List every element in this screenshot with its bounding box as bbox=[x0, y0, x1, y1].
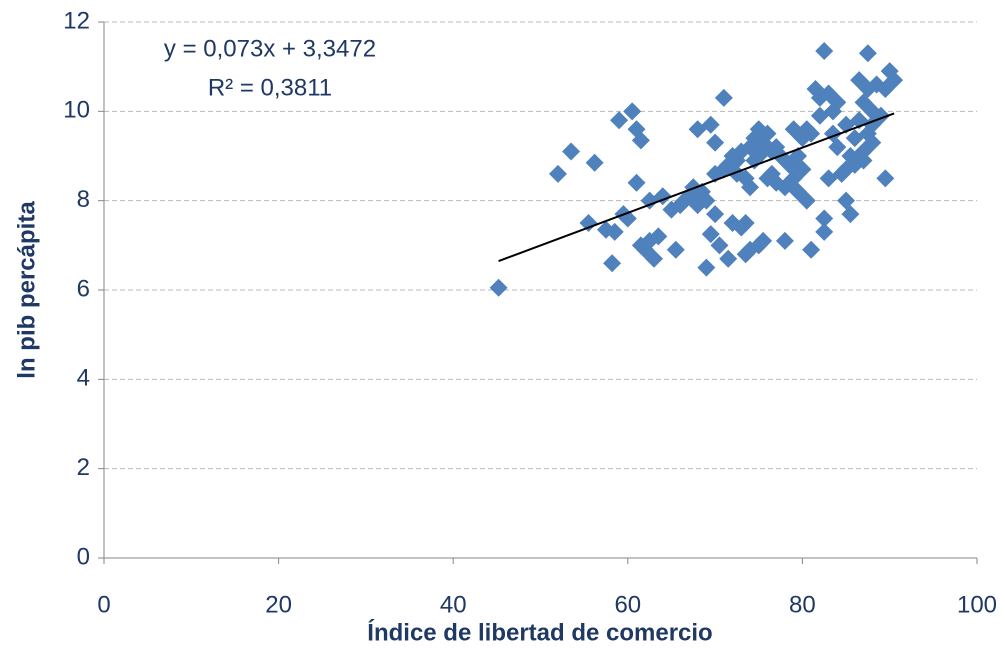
point bbox=[854, 151, 873, 170]
point bbox=[562, 142, 581, 161]
y-tick-label: 2 bbox=[77, 454, 90, 481]
point bbox=[863, 133, 882, 152]
y-tick-label: 4 bbox=[77, 365, 90, 392]
point bbox=[644, 249, 663, 268]
point bbox=[719, 249, 738, 268]
point bbox=[603, 254, 622, 273]
y-tick-label: 6 bbox=[77, 275, 90, 302]
x-tick-label: 100 bbox=[957, 591, 997, 618]
point bbox=[797, 191, 816, 210]
point bbox=[701, 115, 720, 134]
point bbox=[706, 133, 725, 152]
point bbox=[623, 102, 642, 121]
point bbox=[605, 222, 624, 241]
point bbox=[736, 214, 755, 232]
x-tick-label: 20 bbox=[265, 591, 292, 618]
point bbox=[876, 169, 895, 188]
point bbox=[706, 205, 725, 224]
y-tick-label: 8 bbox=[77, 186, 90, 213]
point bbox=[815, 222, 834, 241]
x-tick-label: 0 bbox=[97, 591, 110, 618]
x-axis-title: Índice de libertad de comercio bbox=[367, 618, 712, 646]
point bbox=[627, 173, 646, 192]
point bbox=[858, 44, 877, 63]
point bbox=[631, 131, 650, 150]
point bbox=[758, 124, 777, 143]
point bbox=[714, 88, 733, 107]
trendline bbox=[498, 112, 895, 263]
point bbox=[585, 153, 604, 172]
point bbox=[754, 231, 773, 250]
point bbox=[649, 227, 668, 246]
point bbox=[828, 138, 847, 157]
point bbox=[697, 258, 716, 277]
x-tick-label: 80 bbox=[789, 591, 816, 618]
x-tick-label: 60 bbox=[614, 591, 641, 618]
trend-r2: R² = 0,3811 bbox=[208, 74, 332, 101]
point bbox=[815, 42, 834, 61]
y-tick-label: 12 bbox=[63, 7, 90, 34]
y-tick-label: 0 bbox=[77, 543, 90, 570]
trend-equation: y = 0,073x + 3,3472 bbox=[164, 35, 376, 62]
point bbox=[741, 178, 760, 197]
point bbox=[489, 278, 508, 297]
point bbox=[697, 191, 716, 210]
y-axis-title: ln pib percápita bbox=[13, 201, 40, 379]
point bbox=[802, 124, 821, 143]
point bbox=[793, 160, 812, 179]
point bbox=[666, 240, 685, 259]
point bbox=[876, 80, 895, 98]
point bbox=[701, 225, 720, 244]
point bbox=[548, 164, 567, 183]
point bbox=[579, 214, 598, 232]
point bbox=[710, 236, 729, 255]
point bbox=[837, 191, 856, 210]
x-tick-label: 40 bbox=[440, 591, 467, 618]
point bbox=[841, 205, 860, 224]
point bbox=[775, 231, 794, 250]
point bbox=[610, 111, 629, 130]
point bbox=[828, 93, 847, 112]
y-tick-label: 10 bbox=[63, 97, 90, 124]
point bbox=[802, 240, 821, 259]
point bbox=[815, 209, 834, 228]
